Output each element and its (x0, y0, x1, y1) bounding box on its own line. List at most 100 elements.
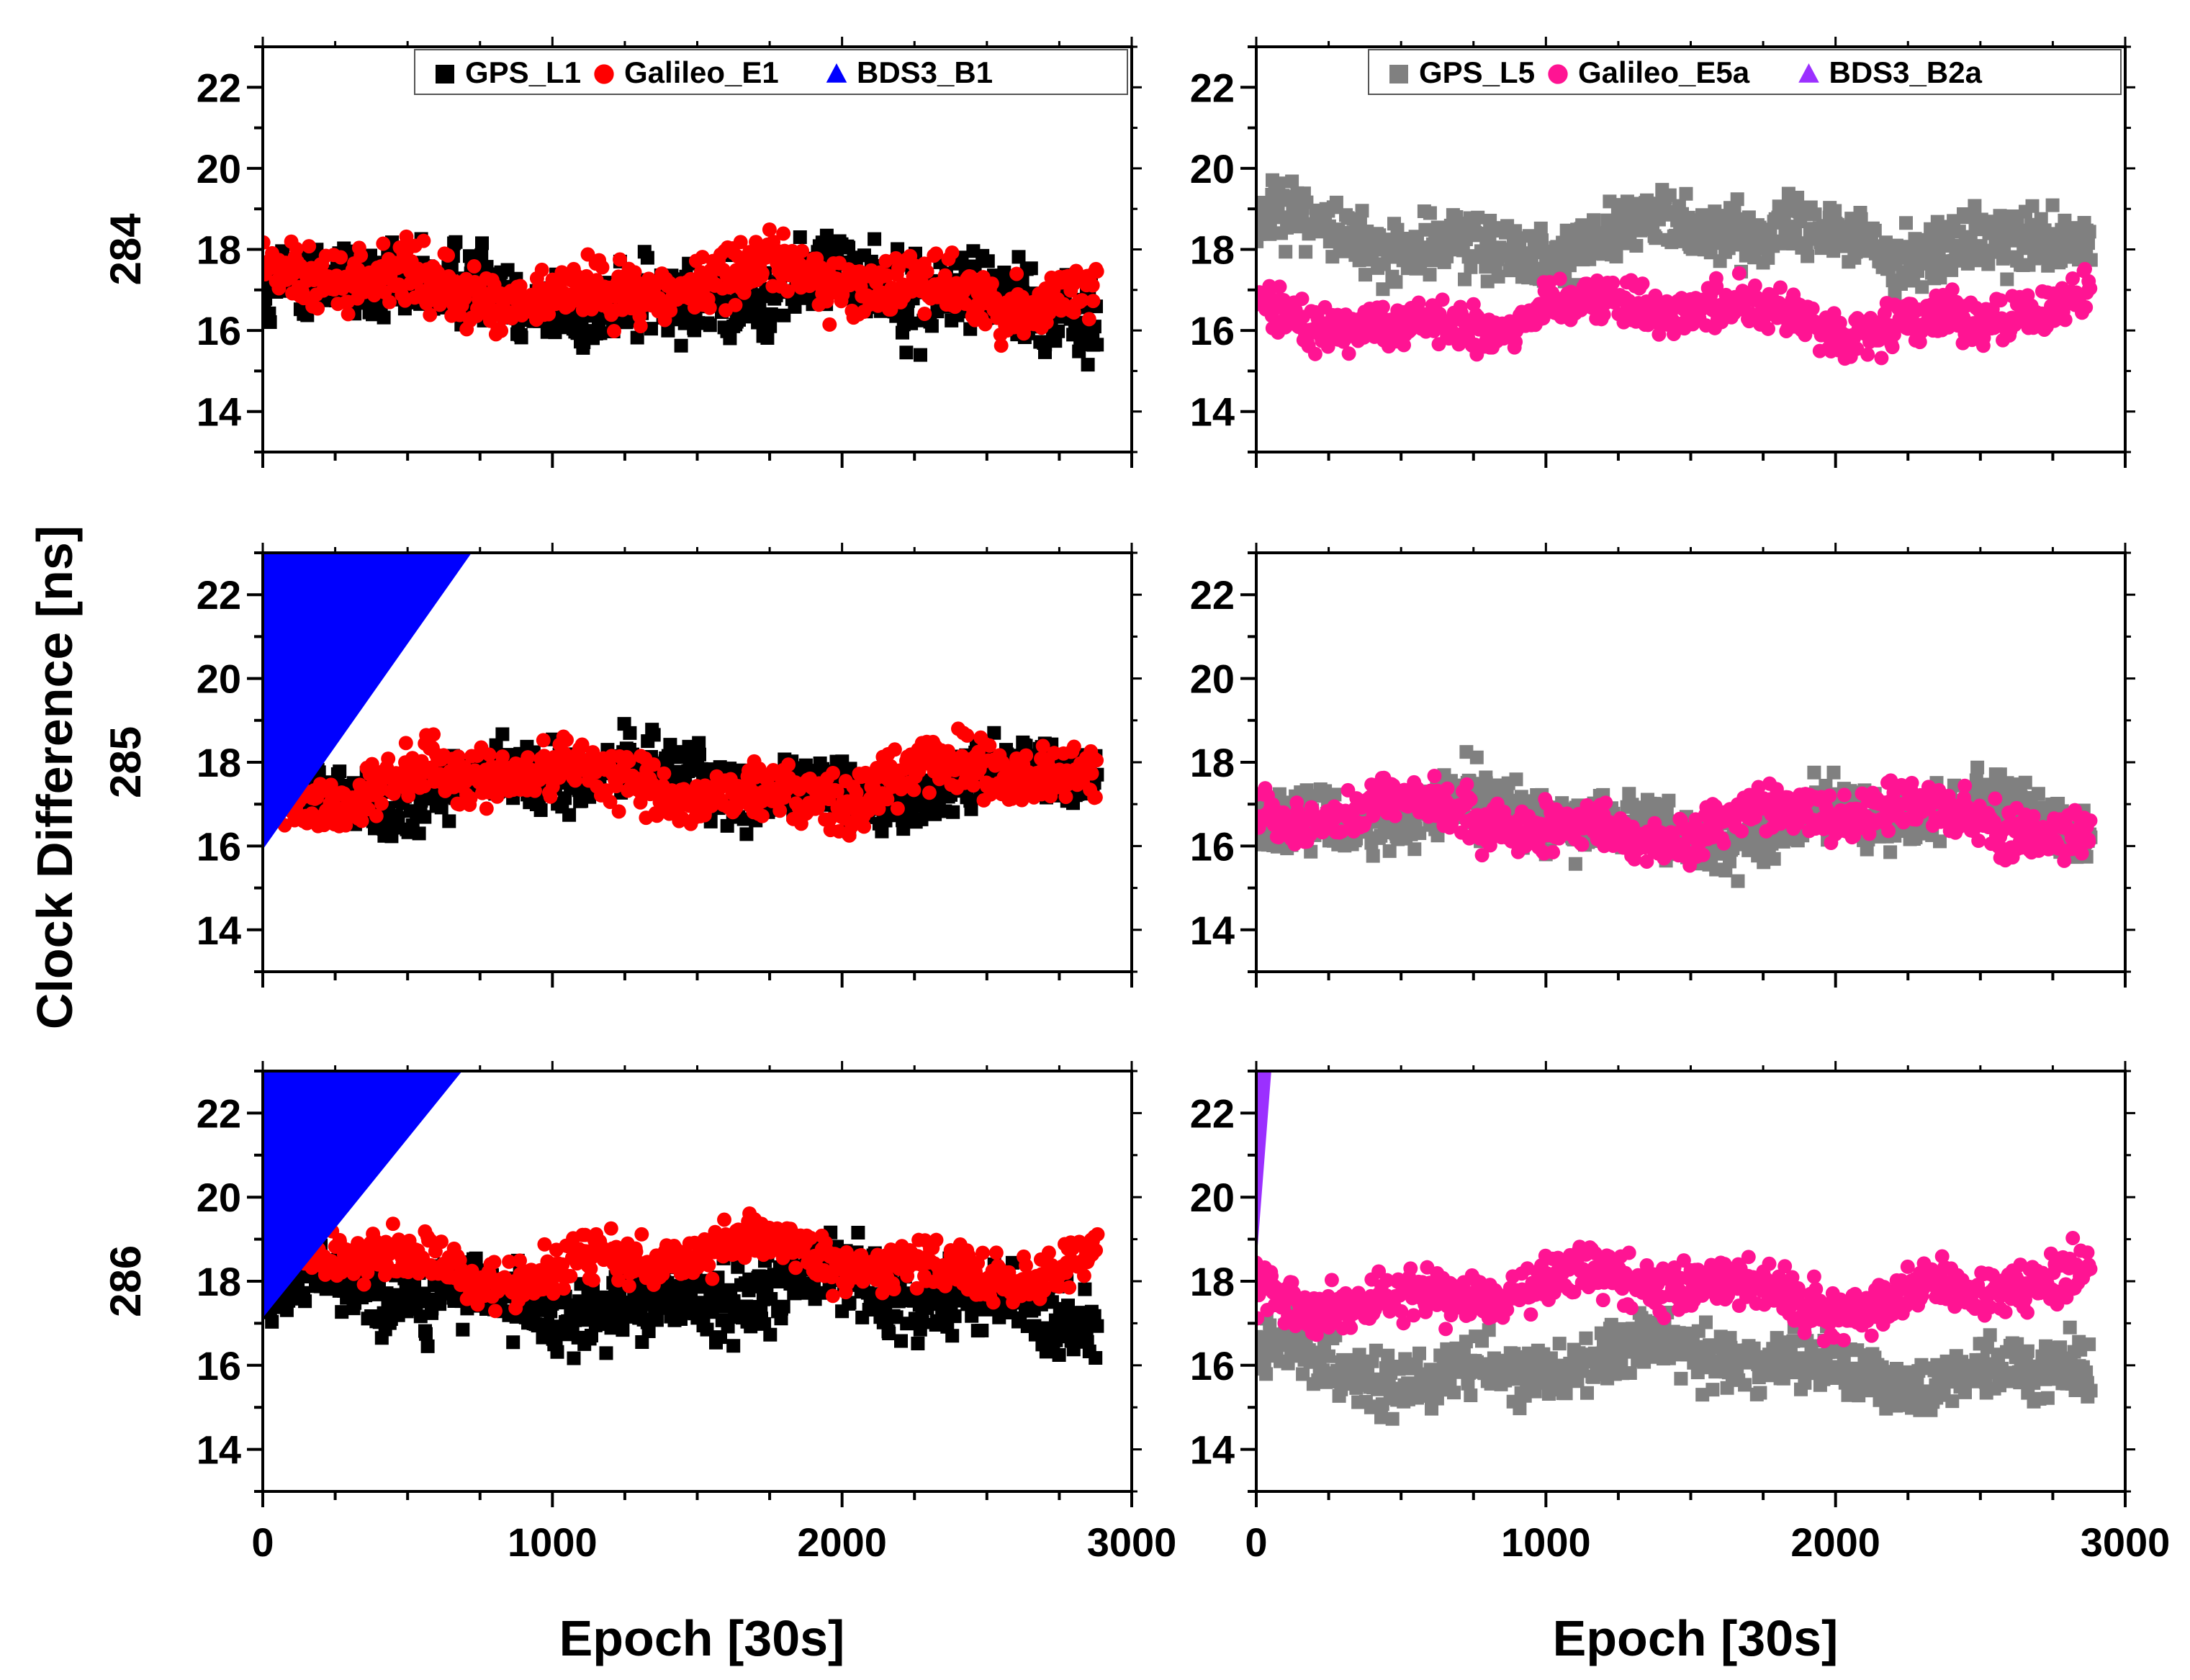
panel-285-left: 14 16 18 20 22 285 (102, 543, 1142, 988)
legend-marker (594, 64, 614, 84)
x-axis (261, 543, 1133, 988)
series-markers (1256, 1305, 2098, 1426)
y-tick-label: 16 (1190, 308, 1235, 353)
legend-item-bds3-b1: BDS3_B1 (826, 55, 993, 89)
y-tick-label: 22 (197, 65, 241, 110)
legend-marker (436, 65, 454, 83)
legend-label: Galileo_E5a (1578, 55, 1750, 89)
series-markers (1256, 768, 2098, 873)
y-tick-label: 14 (1190, 1427, 1235, 1473)
series-markers (263, 1071, 462, 1319)
series-galileo-e1 (263, 1206, 1105, 1319)
x-axis: 0 1000 2000 3000 (251, 1061, 1176, 1565)
series-galileo-e1 (263, 222, 1104, 353)
x-tick-label: 0 (1245, 1519, 1267, 1565)
x-tick-label: 2000 (797, 1519, 887, 1565)
legend-marker (1798, 63, 1819, 83)
y-tick-label: 18 (197, 1259, 241, 1304)
x-axis-title-left: Epoch [30s] (559, 1610, 845, 1666)
y-axis: 14 16 18 20 22 (1190, 45, 2135, 453)
panel-284-left: 14 16 18 20 22 284 GPS_L1 Galileo_E1 BDS3_B1 (102, 37, 1142, 468)
y-tick-label: 16 (1190, 823, 1235, 869)
y-axis: 14 16 18 20 22 (197, 551, 1142, 973)
series-gps-l1 (263, 1225, 1104, 1365)
legend-label: BDS3_B1 (857, 55, 993, 89)
y-tick-label: 22 (1190, 65, 1235, 110)
legend-label: GPS_L1 (465, 55, 581, 89)
y-tick-label: 20 (1190, 146, 1235, 191)
series-galileo-e5a (1256, 768, 2098, 873)
y-axis: 14 16 18 20 22 (1190, 1070, 2135, 1493)
legend-item-gps-l5: GPS_L5 (1389, 55, 1535, 89)
series-gps-l5 (1256, 173, 2098, 301)
x-tick-label: 1000 (1501, 1519, 1591, 1565)
series-markers (263, 721, 1104, 843)
legend-left: GPS_L1 Galileo_E1 BDS3_B1 (414, 49, 1128, 95)
series-markers (1256, 261, 2098, 366)
x-axis (1255, 543, 2127, 988)
x-tick-label: 2000 (1790, 1519, 1880, 1565)
y-tick-label: 14 (1190, 908, 1235, 953)
series-bds3-b2a (1256, 1071, 1271, 1347)
y-tick-label: 18 (1190, 1259, 1235, 1304)
x-axis (1255, 37, 2127, 468)
y-axis: 14 16 18 20 22 (197, 45, 1142, 453)
row-label-285: 285 (102, 726, 150, 798)
y-axis: 14 16 18 20 22 (197, 1070, 1142, 1493)
x-axis-title-right: Epoch [30s] (1553, 1610, 1839, 1666)
y-tick-label: 20 (1190, 656, 1235, 702)
legend-item-gps-l1: GPS_L1 (436, 55, 581, 89)
legend-label: Galileo_E1 (624, 55, 779, 89)
y-tick-label: 20 (1190, 1175, 1235, 1220)
y-tick-label: 16 (197, 823, 241, 869)
panel-grid: 14 16 18 20 22 284 GPS_L1 Galileo_E1 BDS3_B1 14 16… (102, 37, 2171, 1565)
series-gps-l5 (1256, 1305, 2098, 1426)
series-markers (263, 222, 1104, 353)
y-tick-label: 14 (197, 908, 241, 953)
y-tick-label: 16 (197, 308, 241, 353)
x-tick-label: 3000 (2081, 1519, 2171, 1565)
series-galileo-e5a (1256, 1231, 2098, 1349)
y-tick-label: 18 (197, 227, 241, 273)
panel-286-left: 14 16 18 20 22 0 1000 2000 3000 286 (102, 1061, 1176, 1565)
series-bds3-b1 (263, 553, 472, 853)
series-markers (1256, 1071, 1271, 1347)
y-tick-label: 14 (1190, 389, 1235, 435)
y-tick-label: 20 (197, 656, 241, 702)
legend-item-bds3-b2a: BDS3_B2a (1798, 55, 1983, 89)
y-tick-label: 22 (1190, 1090, 1235, 1136)
series-markers (1256, 173, 2098, 301)
row-label-286: 286 (102, 1245, 150, 1317)
y-tick-label: 16 (1190, 1343, 1235, 1388)
y-axis-title: Clock Difference [ns] (27, 525, 83, 1029)
y-tick-label: 20 (197, 146, 241, 191)
y-tick-label: 18 (1190, 740, 1235, 785)
panel-285-right: 14 16 18 20 22 (1190, 543, 2135, 988)
x-tick-label: 3000 (1087, 1519, 1177, 1565)
series-galileo-e1 (263, 721, 1104, 843)
y-tick-label: 22 (197, 1090, 241, 1136)
series-markers (263, 1225, 1104, 1365)
legend-marker (826, 63, 847, 83)
y-tick-label: 14 (197, 1427, 241, 1473)
y-tick-label: 22 (1190, 572, 1235, 618)
y-tick-label: 18 (197, 740, 241, 785)
series-bds3-b1 (263, 1071, 462, 1319)
panel-286-right: 14 16 18 20 22 0 1000 2000 3000 (1190, 1061, 2171, 1565)
series-markers (1256, 1231, 2098, 1349)
legend-item-galileo-e5a: Galileo_E5a (1548, 55, 1750, 89)
x-tick-label: 0 (251, 1519, 274, 1565)
x-tick-label: 1000 (508, 1519, 598, 1565)
y-axis: 14 16 18 20 22 (1190, 551, 2135, 973)
y-tick-label: 18 (1190, 227, 1235, 273)
legend-marker (1548, 64, 1568, 84)
row-label-284: 284 (102, 213, 150, 286)
y-tick-label: 22 (197, 572, 241, 618)
series-galileo-e5a (1256, 261, 2098, 366)
x-axis (261, 37, 1133, 468)
y-tick-label: 16 (197, 1343, 241, 1388)
series-markers (263, 553, 472, 853)
legend-right: GPS_L5 Galileo_E5a BDS3_B2a (1368, 49, 2122, 95)
legend-label: BDS3_B2a (1829, 55, 1983, 89)
